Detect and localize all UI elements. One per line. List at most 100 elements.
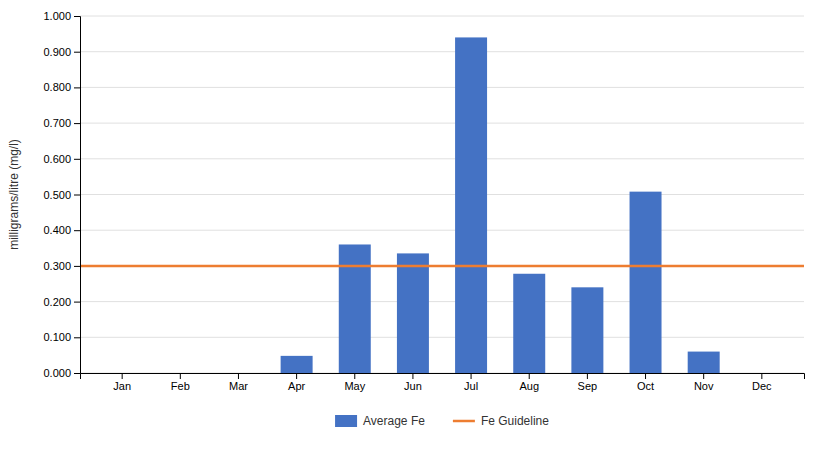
x-tick: Dec — [752, 373, 772, 392]
grid-line — [80, 301, 804, 302]
y-axis-title: milligrams/litre (mg/l) — [7, 139, 21, 250]
y-axis: 0.000 0.100 0.200 0.300 0.400 0.500 0.600 0.700… — [43, 10, 80, 379]
x-axis: Jan Feb Mar Apr May Jun Jul Aug Sep Oct Nov Dec — [81, 373, 805, 392]
y-tick: 0.100 — [43, 331, 80, 343]
y-tick: 0.800 — [43, 81, 80, 93]
x-axis-line — [81, 374, 805, 380]
y-tick-mark — [74, 302, 80, 303]
y-tick: 0.900 — [43, 46, 80, 58]
x-tick-mark — [412, 373, 413, 379]
bar-series — [281, 37, 720, 373]
y-tick: 0.000 — [43, 367, 80, 379]
bar — [513, 274, 545, 373]
x-tick: Oct — [637, 373, 654, 392]
grid-line — [80, 337, 804, 338]
y-tick: 0.400 — [43, 224, 80, 236]
x-tick: Jan — [113, 373, 131, 392]
y-tick-label: 0.600 — [43, 153, 71, 165]
x-tick-label: Aug — [519, 380, 539, 392]
legend-swatch — [335, 415, 357, 427]
y-tick-label: 0.000 — [43, 367, 71, 379]
x-tick-label: Jul — [464, 380, 478, 392]
x-tick-label: Jan — [113, 380, 131, 392]
guideline — [80, 265, 804, 268]
x-tick-label: Apr — [288, 380, 305, 392]
x-tick: Sep — [578, 373, 598, 392]
grid-line — [80, 123, 804, 124]
bar — [746, 373, 778, 374]
bar — [455, 37, 487, 373]
y-tick: 1.000 — [43, 10, 80, 22]
y-tick-mark — [74, 337, 80, 338]
x-tick-mark — [761, 373, 762, 379]
x-tick-label: Mar — [229, 380, 248, 392]
x-tick: Nov — [694, 373, 714, 392]
x-tick-mark — [703, 373, 704, 379]
y-tick-mark — [74, 87, 80, 88]
y-tick-label: 0.300 — [43, 260, 71, 272]
y-tick-mark — [74, 195, 80, 196]
x-tick-label: Feb — [171, 380, 190, 392]
legend-item: Average Fe — [335, 414, 425, 428]
y-tick-mark — [74, 159, 80, 160]
x-tick-label: May — [344, 380, 365, 392]
x-tick-mark — [238, 373, 239, 379]
y-tick-label: 0.700 — [43, 117, 71, 129]
y-tick-mark — [74, 230, 80, 231]
x-tick-label: Nov — [694, 380, 714, 392]
legend-swatch — [453, 420, 475, 423]
grid-line — [80, 265, 804, 266]
x-tick-mark — [587, 373, 588, 379]
y-tick: 0.500 — [43, 189, 80, 201]
y-tick: 0.700 — [43, 117, 80, 129]
x-tick: Jul — [464, 373, 478, 392]
legend-item: Fe Guideline — [453, 414, 549, 428]
x-tick: Aug — [519, 373, 539, 392]
x-tick: May — [344, 373, 365, 392]
legend-label: Fe Guideline — [481, 414, 549, 428]
y-tick-label: 0.100 — [43, 331, 71, 343]
grid-line — [80, 194, 804, 195]
x-tick-mark — [471, 373, 472, 379]
x-tick: Jun — [404, 373, 422, 392]
y-tick: 0.300 — [43, 260, 80, 272]
legend-label: Average Fe — [363, 414, 425, 428]
bar — [222, 373, 254, 374]
y-tick-label: 0.400 — [43, 224, 71, 236]
x-tick: Mar — [229, 373, 248, 392]
x-tick: Feb — [171, 373, 190, 392]
x-tick-label: Oct — [637, 380, 654, 392]
grid-line — [80, 158, 804, 159]
y-tick-label: 0.900 — [43, 46, 71, 58]
bar — [571, 287, 603, 373]
bar — [339, 244, 371, 373]
y-tick: 0.200 — [43, 296, 80, 308]
bar — [397, 253, 429, 373]
bar — [106, 373, 138, 374]
y-tick-mark — [74, 16, 80, 17]
y-tick-mark — [74, 266, 80, 267]
y-tick-label: 0.800 — [43, 81, 71, 93]
x-tick-label: Jun — [404, 380, 422, 392]
x-tick-mark — [529, 373, 530, 379]
y-tick-mark — [74, 123, 80, 124]
x-tick-mark — [180, 373, 181, 379]
plot: 0.000 0.100 0.200 0.300 0.400 0.500 0.600 0.700… — [7, 10, 805, 428]
legend: Average Fe Fe Guideline — [335, 414, 549, 428]
x-tick: Apr — [288, 373, 305, 392]
bar — [688, 352, 720, 373]
y-tick-mark — [74, 52, 80, 53]
bar — [630, 192, 662, 373]
y-tick-label: 0.500 — [43, 189, 71, 201]
y-tick-label: 0.200 — [43, 296, 71, 308]
bar — [281, 356, 313, 373]
grid-line — [80, 87, 804, 88]
chart: 0.000 0.100 0.200 0.300 0.400 0.500 0.600 0.700… — [0, 0, 824, 451]
marks — [80, 37, 804, 373]
x-tick-mark — [354, 373, 355, 379]
grid-line — [80, 51, 804, 52]
x-tick-label: Sep — [578, 380, 598, 392]
grid — [80, 16, 804, 373]
y-axis-line — [74, 17, 81, 374]
x-tick-mark — [645, 373, 646, 379]
